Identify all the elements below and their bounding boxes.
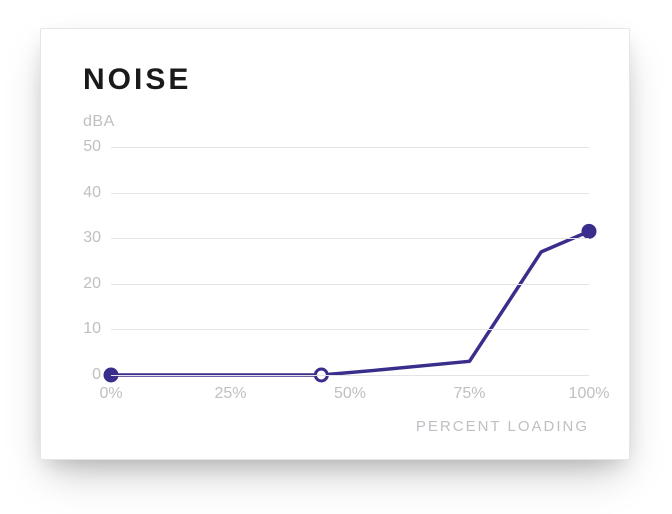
x-axis-label: PERCENT LOADING: [416, 418, 589, 435]
marker-filled: [583, 225, 595, 237]
x-tick-label: 100%: [569, 385, 610, 403]
x-tick-label: 25%: [214, 385, 246, 403]
series-line: [111, 231, 589, 375]
y-tick-label: 20: [71, 275, 101, 293]
x-tick-label: 0%: [99, 385, 122, 403]
plot-area: 010203040500%25%50%75%100%: [111, 147, 589, 375]
grid-line: [111, 329, 589, 330]
grid-line: [111, 193, 589, 194]
chart-title: NOISE: [83, 63, 191, 97]
y-axis-label: dBA: [83, 113, 115, 131]
y-tick-label: 50: [71, 138, 101, 156]
grid-line: [111, 147, 589, 148]
grid-line: [111, 284, 589, 285]
x-tick-label: 50%: [334, 385, 366, 403]
y-tick-label: 30: [71, 229, 101, 247]
chart-card: NOISE dBA 010203040500%25%50%75%100% PER…: [40, 28, 630, 460]
x-tick-label: 75%: [453, 385, 485, 403]
grid-line: [111, 375, 589, 376]
line-series: [111, 147, 589, 375]
grid-line: [111, 238, 589, 239]
y-tick-label: 40: [71, 184, 101, 202]
y-tick-label: 10: [71, 320, 101, 338]
y-tick-label: 0: [71, 366, 101, 384]
